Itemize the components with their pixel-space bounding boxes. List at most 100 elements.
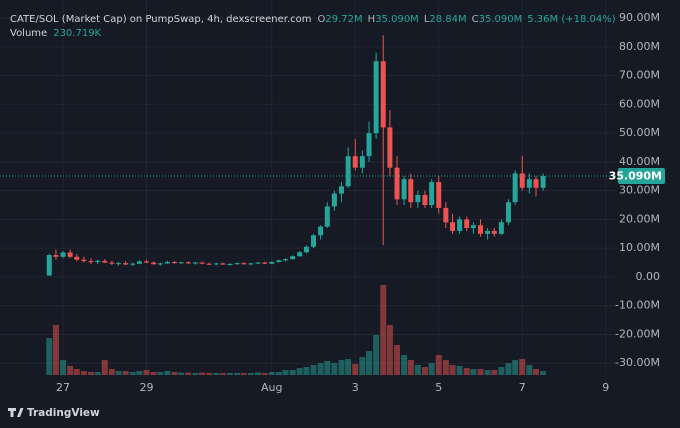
volume-bar	[185, 372, 192, 375]
volume-bar	[456, 366, 463, 375]
candle-body	[387, 127, 393, 168]
x-tick-label: 7	[519, 381, 526, 394]
volume-bar	[101, 360, 108, 375]
volume-bar	[428, 363, 435, 375]
candle-body	[429, 182, 435, 206]
volume-bar	[449, 365, 456, 375]
x-tick-label: Aug	[261, 381, 282, 394]
volume-bar	[484, 370, 491, 375]
volume-bar	[164, 371, 171, 375]
candle-body	[297, 252, 303, 257]
volume-bar	[67, 366, 74, 375]
candle-body	[526, 179, 532, 188]
volume-title: Volume	[10, 28, 47, 39]
volume-bar	[407, 360, 414, 375]
volume-value: 230.719K	[53, 28, 101, 39]
candle-body	[533, 179, 539, 188]
x-tick-label: 3	[352, 381, 359, 394]
x-tick-label: 5	[435, 381, 442, 394]
volume-bar	[150, 372, 157, 375]
candle-body	[422, 194, 428, 206]
volume-bar	[414, 365, 421, 375]
grid	[0, 0, 617, 375]
volume-bar	[136, 371, 143, 375]
y-tick-label: -10.00M	[615, 299, 660, 312]
volume-bar	[247, 373, 254, 375]
volume-bar	[129, 372, 136, 375]
volume-legend: Volume 230.719K	[10, 28, 102, 39]
ohlc-key: C	[472, 14, 479, 25]
volume-bar	[282, 370, 289, 375]
volume-bar	[317, 363, 324, 375]
brand-logo: TradingView	[8, 407, 100, 419]
candle-body	[255, 262, 261, 264]
volume-bar	[345, 359, 352, 375]
candle-body	[164, 261, 170, 264]
candle-body	[74, 256, 80, 260]
candle-body	[234, 263, 240, 265]
y-tick-label: -20.00M	[615, 327, 660, 340]
volume-bar	[421, 367, 428, 375]
volume-bar	[380, 285, 387, 375]
candle-body	[415, 194, 421, 203]
volume-bar	[240, 373, 247, 375]
candle-body	[151, 262, 157, 265]
ohlc-key: O	[318, 14, 326, 25]
candle-body	[324, 206, 330, 227]
candle-body	[359, 156, 365, 168]
volume-bar	[143, 370, 150, 375]
candle-body	[345, 156, 351, 187]
volume-bar	[88, 372, 95, 375]
candle-body	[331, 193, 337, 207]
candle-body	[185, 262, 191, 264]
volume-bar	[254, 372, 261, 375]
candle-body	[88, 261, 94, 263]
candle-body	[401, 179, 407, 200]
volume-bar	[491, 370, 498, 375]
legend-line: CATE/SOL (Market Cap) on PumpSwap, 4h, d…	[10, 14, 616, 25]
y-tick-label: -30.00M	[615, 356, 660, 369]
volume-bar	[324, 361, 331, 375]
volume-bar	[540, 371, 547, 375]
volume-bar	[289, 370, 296, 375]
volume-bar	[52, 325, 59, 375]
candle-body	[338, 186, 344, 194]
chart-title: CATE/SOL (Market Cap) on PumpSwap, 4h, d…	[10, 14, 312, 25]
candle-body	[276, 260, 282, 262]
y-tick-label: 0.00	[636, 270, 661, 283]
candle-body	[157, 263, 163, 265]
candle-body	[81, 259, 87, 262]
volume-bar	[338, 360, 345, 375]
candle-body	[116, 263, 122, 265]
volume-bar	[268, 372, 275, 375]
candle-body	[540, 176, 546, 188]
candle-body	[373, 61, 379, 134]
candle-body	[199, 262, 205, 264]
candle-body	[491, 230, 497, 234]
change: 5.36M (+18.04%)	[527, 14, 615, 25]
volume-bar	[498, 367, 505, 375]
volume-bar	[296, 368, 303, 375]
volume-bar	[213, 373, 220, 375]
volume-bar	[94, 372, 101, 375]
volume-bar	[219, 373, 226, 375]
volume-bar	[178, 372, 185, 375]
volume-bar	[386, 325, 393, 375]
candle-layer	[46, 35, 546, 277]
candle-body	[380, 61, 386, 128]
x-tick-label: 9	[602, 381, 609, 394]
candle-body	[498, 222, 504, 234]
volume-bar	[199, 372, 206, 375]
candle-body	[464, 219, 470, 229]
volume-bar	[206, 373, 213, 375]
volume-bar	[505, 363, 512, 375]
candle-body	[269, 261, 275, 264]
volume-bar	[115, 371, 122, 375]
volume-bar	[512, 360, 519, 375]
ohlc-key: H	[368, 14, 376, 25]
volume-bar	[46, 338, 53, 375]
candle-body	[241, 263, 247, 265]
ohlc-key: L	[424, 14, 430, 25]
